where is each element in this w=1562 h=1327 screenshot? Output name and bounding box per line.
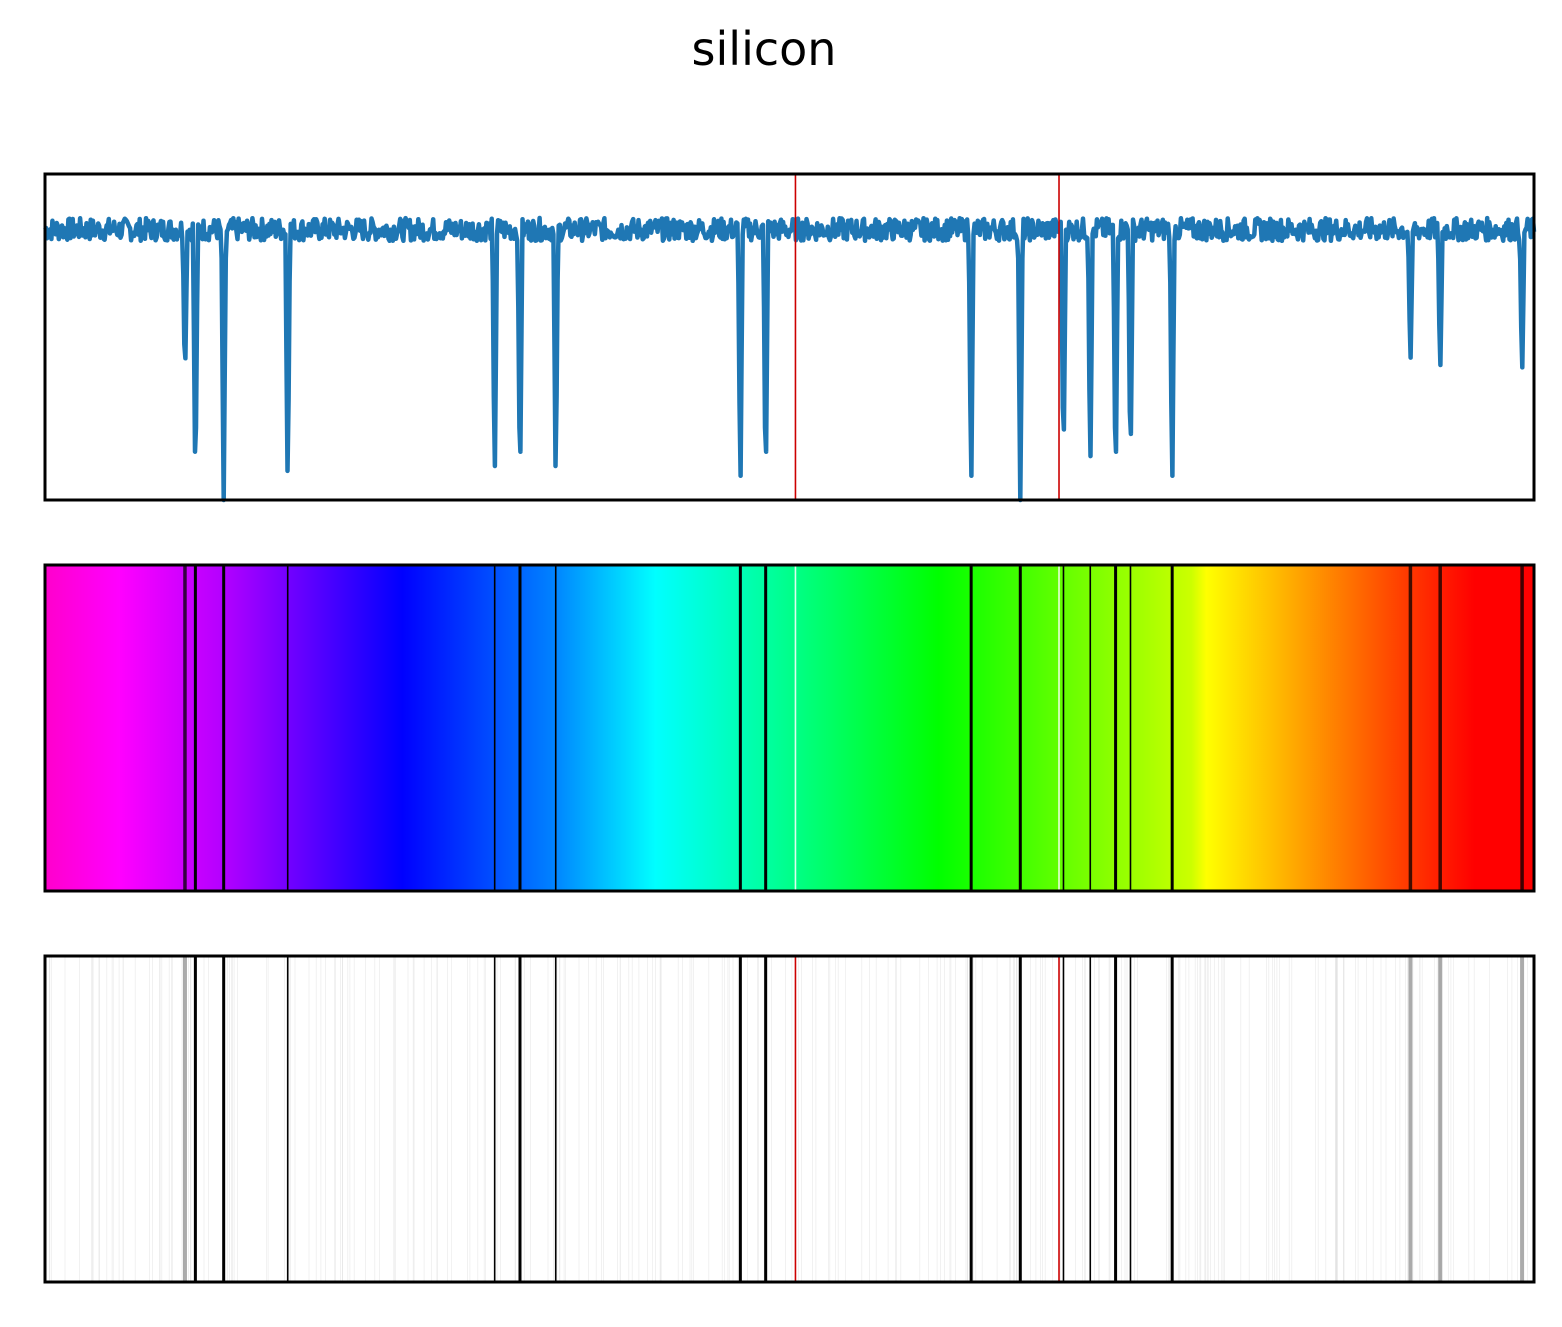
- rainbow-spectrum-panel: [43, 563, 1536, 893]
- rainbow-spectrum-band: [45, 565, 1534, 891]
- rainbow-panel-frame: [43, 563, 1536, 893]
- grayscale-spectrum-panel: [43, 954, 1536, 1284]
- grayscale-panel-frame: [43, 954, 1536, 1284]
- intensity-panel: [43, 172, 1537, 503]
- chart-title: silicon: [691, 22, 837, 76]
- intensity-panel-frame: [43, 172, 1536, 502]
- intensity-line: [43, 215, 1537, 503]
